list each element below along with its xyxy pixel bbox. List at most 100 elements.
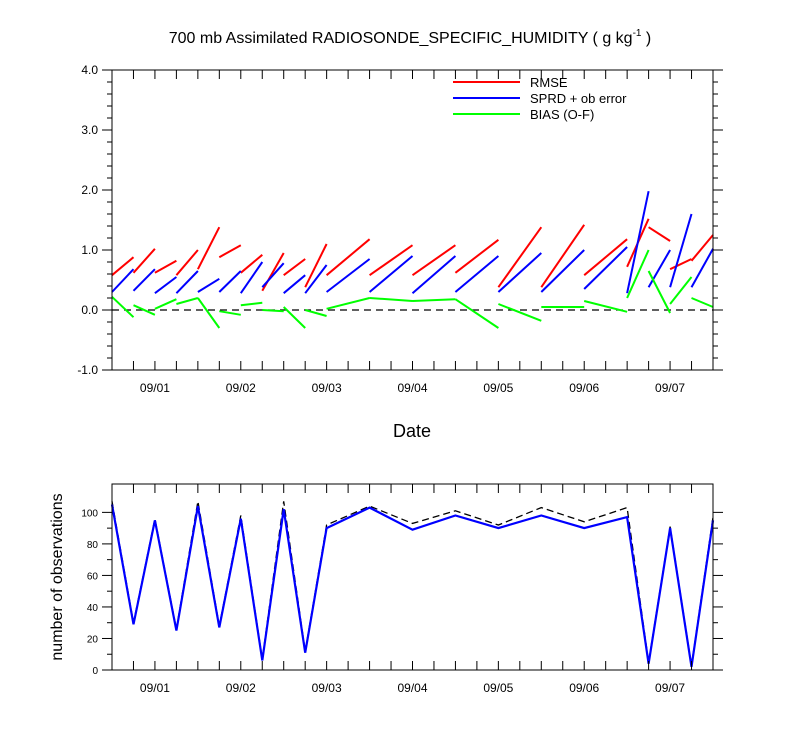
bottom-panel: 09/01 09/02 09/03 09/04 09/05 09/06 09/07 0 20 40… [49, 483, 723, 695]
bottom-plot-frame [111, 483, 714, 671]
rmse-segment [411, 244, 456, 277]
1-x-tick-label: 09/07 [655, 681, 685, 695]
sprd-segment [540, 249, 585, 293]
sprd-segment [454, 255, 500, 293]
sprd-segment [669, 213, 693, 288]
bias-segment [454, 298, 499, 329]
bias-segment [111, 296, 135, 318]
rmse-segment [240, 254, 263, 274]
1-x-tick-label: 09/06 [569, 681, 599, 695]
sprd-segment [218, 270, 242, 293]
bias-segment [197, 297, 221, 329]
rmse-segment [648, 226, 671, 242]
1-y-tick-label: 100 [81, 508, 98, 519]
sprd-segment [497, 252, 542, 293]
sprd-segment [690, 248, 714, 288]
chart-title-main: 700 mb Assimilated RADIOSONDE_SPECIFIC_H… [169, 30, 633, 47]
0-x-tick-label: 09/03 [312, 381, 342, 395]
1-y-tick-label: 80 [87, 540, 99, 551]
rmse-segment [111, 256, 135, 276]
bias-segment [154, 298, 177, 310]
sprd-segment [175, 270, 199, 294]
0-y-tick-label: 3.0 [81, 123, 98, 137]
bottom-series-layer [110, 501, 715, 667]
sprd-segment [261, 262, 285, 288]
top-axes: 09/01 09/02 09/03 09/04 09/05 09/06 09/07 -1.0 0… [77, 63, 723, 395]
0-x-tick-label: 09/07 [655, 381, 685, 395]
obs-used-line [110, 504, 715, 667]
legend-label-rmse: RMSE [530, 75, 568, 90]
bias-segment [412, 298, 456, 302]
1-y-tick-label: 0 [92, 666, 98, 677]
bias-segment [498, 303, 542, 322]
bias-segment [240, 301, 263, 307]
chart-title-end: ) [641, 30, 651, 47]
rmse-segment [669, 258, 692, 271]
bias-segment [283, 306, 306, 329]
sprd-segment [197, 277, 220, 293]
sprd-segment [304, 264, 328, 294]
rmse-segment [154, 259, 177, 274]
0-y-tick-label: 4.0 [81, 63, 98, 77]
sprd-segment [368, 255, 414, 293]
rmse-segment [175, 249, 199, 276]
sprd-segment [132, 268, 156, 292]
0-x-tick-label: 09/02 [226, 381, 256, 395]
bottom-axes: 09/01 09/02 09/03 09/04 09/05 09/06 09/07 0 20 40… [81, 484, 723, 695]
bias-segment [583, 300, 628, 313]
1-y-tick-label: 60 [87, 571, 99, 582]
sprd-segment [583, 246, 628, 290]
bias-segment [262, 309, 284, 313]
sprd-segment [626, 190, 650, 294]
rmse-segment [497, 226, 543, 288]
sprd-segment [111, 268, 135, 293]
bottom-y-axis-label: number of observations [49, 493, 66, 660]
top-plot-frame [111, 69, 714, 371]
1-x-tick-label: 09/04 [397, 681, 427, 695]
0-y-tick-label: 1.0 [81, 243, 98, 257]
0-x-tick-label: 09/04 [397, 381, 427, 395]
bias-segment [219, 310, 241, 316]
bias-segment [326, 297, 370, 310]
rmse-segment [369, 244, 414, 277]
1-x-tick-label: 09/01 [140, 681, 170, 695]
rmse-segment [197, 226, 221, 270]
0-x-tick-label: 09/05 [483, 381, 513, 395]
1-x-tick-label: 09/02 [226, 681, 256, 695]
sprd-segment [154, 276, 178, 294]
top-x-axis-label: Date [393, 421, 431, 441]
legend-label-sprd: SPRD + ob error [530, 91, 627, 106]
bias-segment [133, 304, 156, 316]
bias-segment [369, 297, 413, 302]
sprd-segment [283, 274, 306, 294]
chart-title-superscript: -1 [633, 28, 642, 39]
bias-segment [669, 276, 693, 305]
rmse-segment [218, 244, 242, 259]
sprd-segment [325, 258, 371, 293]
0-y-tick-label: -1.0 [77, 363, 98, 377]
0-y-tick-label: 2.0 [81, 183, 98, 197]
rmse-segment [261, 252, 285, 292]
1-y-tick-label: 20 [87, 634, 99, 645]
sprd-segment [411, 255, 457, 294]
top-series-layer [111, 190, 714, 329]
0-x-tick-label: 09/06 [569, 381, 599, 395]
1-x-tick-label: 09/03 [312, 681, 342, 695]
rmse-segment [454, 239, 500, 274]
chart-title: 700 mb Assimilated RADIOSONDE_SPECIFIC_H… [169, 28, 652, 47]
0-x-tick-label: 09/01 [140, 381, 170, 395]
legend-label-bias: BIAS (O-F) [530, 107, 594, 122]
sprd-segment [647, 249, 671, 288]
1-x-tick-label: 09/05 [483, 681, 513, 695]
rmse-segment [325, 238, 371, 276]
1-y-tick-label: 40 [87, 603, 99, 614]
sprd-segment [239, 261, 264, 294]
rmse-segment [132, 248, 156, 274]
rmse-segment [304, 243, 328, 288]
bias-segment [691, 297, 714, 308]
rmse-segment [690, 234, 714, 262]
bias-segment [647, 270, 671, 314]
bias-segment [626, 249, 650, 299]
rmse-segment [540, 224, 586, 288]
